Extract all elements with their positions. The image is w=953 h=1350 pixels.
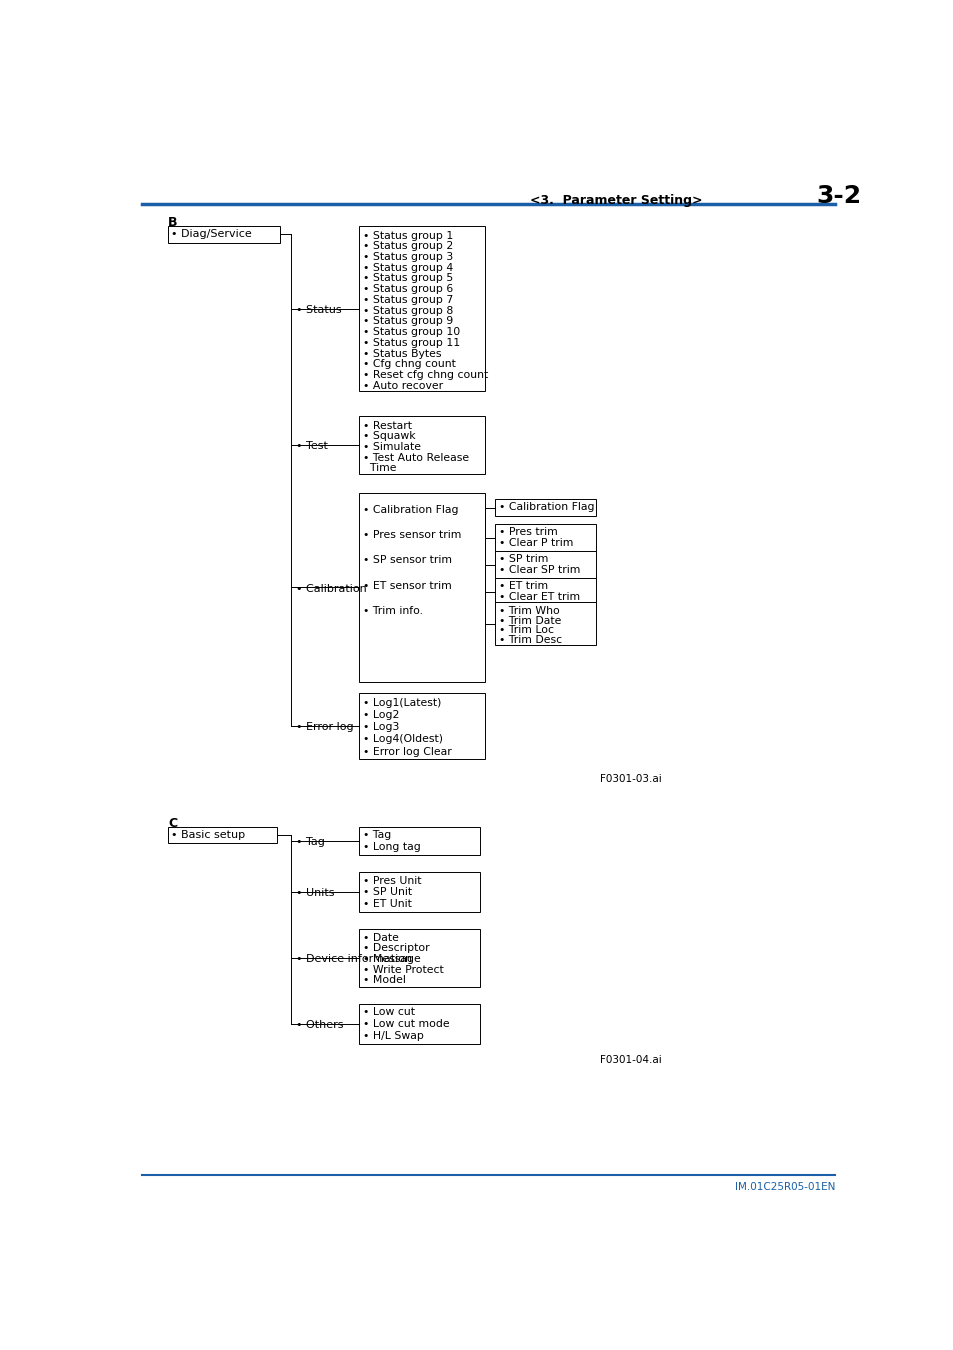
Text: • Trim Who: • Trim Who xyxy=(498,606,559,617)
Text: • ET trim: • ET trim xyxy=(498,580,548,591)
Text: • Status group 11: • Status group 11 xyxy=(363,338,460,348)
Bar xyxy=(359,1003,479,1044)
Text: • Date: • Date xyxy=(363,933,399,942)
Text: • Long tag: • Long tag xyxy=(363,842,420,852)
Text: • ET sensor trim: • ET sensor trim xyxy=(363,580,452,591)
Bar xyxy=(359,872,479,913)
Text: • Simulate: • Simulate xyxy=(363,441,421,452)
Text: • Status group 2: • Status group 2 xyxy=(363,242,453,251)
Text: • Status group 7: • Status group 7 xyxy=(363,294,453,305)
Text: • Low cut mode: • Low cut mode xyxy=(363,1019,450,1029)
Text: • Status: • Status xyxy=(295,305,341,315)
Bar xyxy=(359,225,484,392)
Text: • Device information: • Device information xyxy=(295,954,412,964)
Text: • Status group 8: • Status group 8 xyxy=(363,305,453,316)
Text: • Status group 3: • Status group 3 xyxy=(363,252,453,262)
Text: • Descriptor: • Descriptor xyxy=(363,944,430,953)
Text: • Calibration Flag: • Calibration Flag xyxy=(498,502,594,512)
Text: • Basic setup: • Basic setup xyxy=(171,830,245,840)
Text: • Clear ET trim: • Clear ET trim xyxy=(498,591,579,602)
Text: • SP Unit: • SP Unit xyxy=(363,887,412,898)
Text: • Error log Clear: • Error log Clear xyxy=(363,747,452,756)
Text: • Trim Loc: • Trim Loc xyxy=(498,625,554,634)
Text: • Status group 1: • Status group 1 xyxy=(363,231,453,240)
Text: • Status group 9: • Status group 9 xyxy=(363,316,453,327)
Text: • Trim info.: • Trim info. xyxy=(363,606,423,617)
Text: • Trim Date: • Trim Date xyxy=(498,616,560,625)
Text: • Pres sensor trim: • Pres sensor trim xyxy=(363,531,461,540)
Bar xyxy=(359,694,484,759)
Text: IM.01C25R05-01EN: IM.01C25R05-01EN xyxy=(734,1183,835,1192)
Text: • Clear SP trim: • Clear SP trim xyxy=(498,564,579,575)
Text: • Test: • Test xyxy=(295,441,328,451)
Bar xyxy=(168,826,276,844)
Text: 3-2: 3-2 xyxy=(815,184,861,208)
Bar xyxy=(359,929,479,987)
Text: • Units: • Units xyxy=(295,888,335,898)
Text: F0301-03.ai: F0301-03.ai xyxy=(599,774,661,784)
Text: • ET Unit: • ET Unit xyxy=(363,899,412,909)
Text: • Others: • Others xyxy=(295,1019,343,1030)
Bar xyxy=(359,416,484,474)
Bar xyxy=(359,493,484,682)
Text: • Status group 10: • Status group 10 xyxy=(363,327,460,338)
Bar xyxy=(495,524,596,552)
Text: • Write Protect: • Write Protect xyxy=(363,965,444,975)
Text: • Status group 4: • Status group 4 xyxy=(363,263,453,273)
Text: • Reset cfg chng count: • Reset cfg chng count xyxy=(363,370,488,379)
Text: • Status group 6: • Status group 6 xyxy=(363,284,453,294)
Bar xyxy=(168,225,280,243)
Text: • Model: • Model xyxy=(363,975,406,985)
Text: • Error log: • Error log xyxy=(295,722,354,732)
Bar xyxy=(495,602,596,645)
Text: B: B xyxy=(168,216,177,230)
Text: • Pres trim: • Pres trim xyxy=(498,526,558,537)
Text: C: C xyxy=(168,817,177,829)
Text: • Test Auto Release: • Test Auto Release xyxy=(363,452,469,463)
Text: • Low cut: • Low cut xyxy=(363,1007,415,1018)
Bar xyxy=(495,551,596,579)
Text: • Log3: • Log3 xyxy=(363,722,399,732)
Text: • Trim Desc: • Trim Desc xyxy=(498,634,561,644)
Text: • Auto recover: • Auto recover xyxy=(363,381,443,390)
Text: • Calibration Flag: • Calibration Flag xyxy=(363,505,458,514)
Text: • Message: • Message xyxy=(363,954,420,964)
Text: • Clear P trim: • Clear P trim xyxy=(498,537,573,548)
Text: • Diag/Service: • Diag/Service xyxy=(171,230,252,239)
Bar xyxy=(495,500,596,516)
Text: F0301-04.ai: F0301-04.ai xyxy=(599,1056,661,1065)
Text: • Tag: • Tag xyxy=(295,837,324,846)
Text: • SP trim: • SP trim xyxy=(498,554,548,564)
Text: • Cfg chng count: • Cfg chng count xyxy=(363,359,456,370)
Text: • Log2: • Log2 xyxy=(363,710,399,720)
Text: • H/L Swap: • H/L Swap xyxy=(363,1030,424,1041)
Bar xyxy=(495,578,596,606)
Text: <3.  Parameter Setting>: <3. Parameter Setting> xyxy=(530,194,701,208)
Text: • Status group 5: • Status group 5 xyxy=(363,274,453,284)
Text: • SP sensor trim: • SP sensor trim xyxy=(363,555,452,566)
Text: • Status Bytes: • Status Bytes xyxy=(363,348,441,359)
Text: • Log1(Latest): • Log1(Latest) xyxy=(363,698,441,707)
Text: Time: Time xyxy=(363,463,396,474)
Bar xyxy=(359,826,479,855)
Text: • Pres Unit: • Pres Unit xyxy=(363,876,421,886)
Text: • Tag: • Tag xyxy=(363,830,392,840)
Text: • Restart: • Restart xyxy=(363,421,412,431)
Text: • Squawk: • Squawk xyxy=(363,432,416,441)
Text: • Log4(Oldest): • Log4(Oldest) xyxy=(363,734,443,744)
Text: • Calibration: • Calibration xyxy=(295,583,366,594)
